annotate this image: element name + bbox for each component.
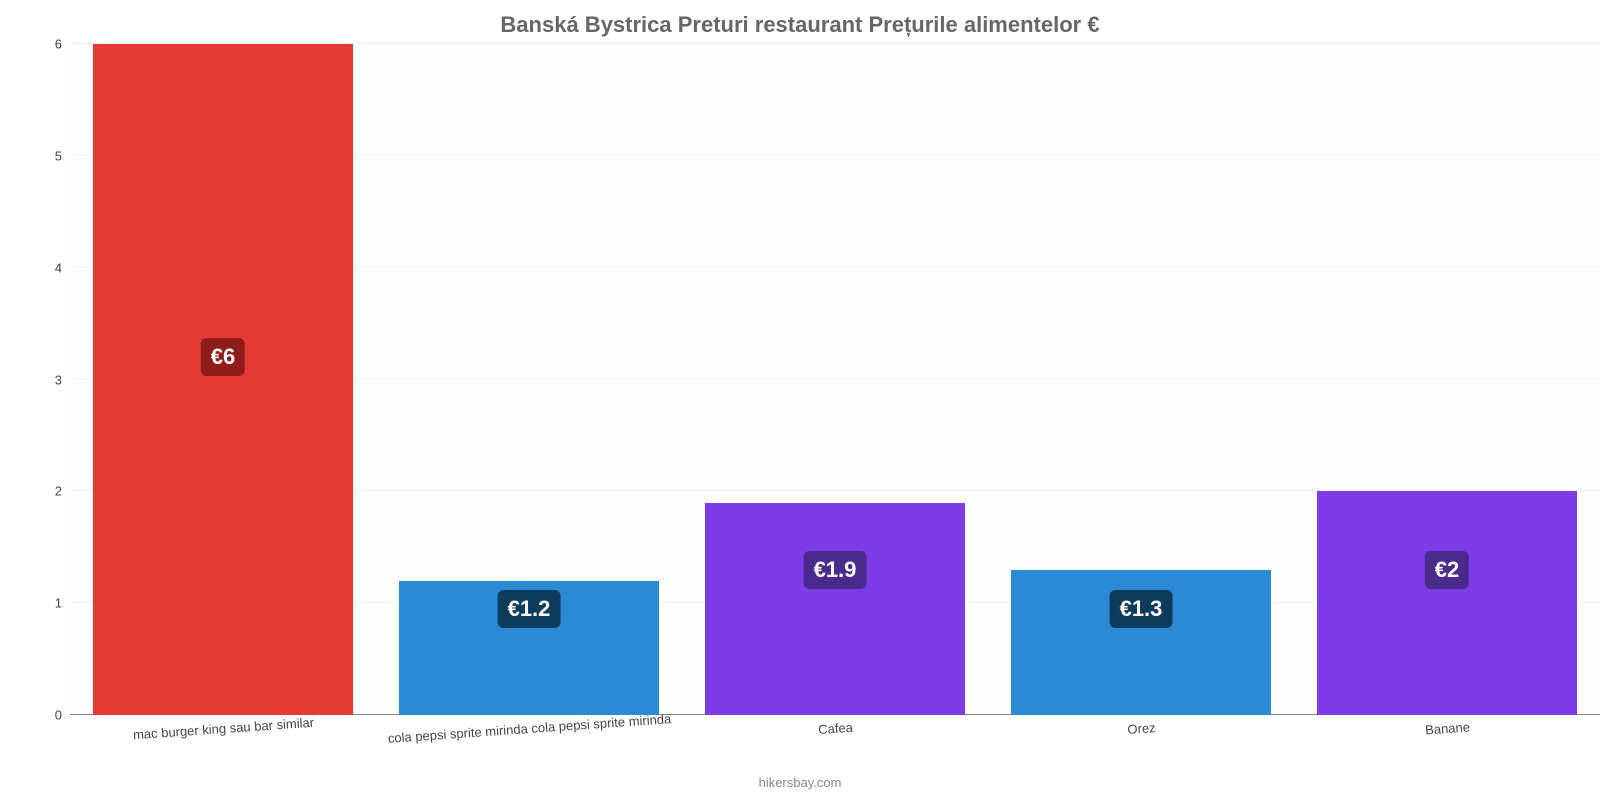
x-axis: mac burger king sau bar similarcola peps… (70, 715, 1600, 775)
y-axis: 0123456 (0, 44, 70, 715)
plot-area: €6 €1.2 €1.9 €1.3 €2 (70, 44, 1600, 715)
bar (705, 503, 965, 715)
y-tick-label: 6 (55, 37, 62, 52)
x-tick-label: Cafea (818, 720, 854, 737)
chart-title: Banská Bystrica Preturi restaurant Prețu… (0, 0, 1600, 44)
bar-value-label: €6 (201, 338, 245, 376)
y-tick-label: 2 (55, 484, 62, 499)
source-label: hikersbay.com (0, 775, 1600, 800)
x-tick-label: cola pepsi sprite mirinda cola pepsi spr… (387, 711, 671, 746)
bar-value-label: €1.3 (1110, 590, 1173, 628)
bar-value-label: €2 (1425, 551, 1469, 589)
bar-value-label: €1.2 (498, 590, 561, 628)
y-tick-label: 0 (55, 708, 62, 723)
x-tick-label: Orez (1127, 720, 1156, 737)
price-bar-chart: Banská Bystrica Preturi restaurant Prețu… (0, 0, 1600, 800)
x-tick-label: Banane (1425, 719, 1471, 737)
y-tick-label: 4 (55, 260, 62, 275)
y-tick-label: 1 (55, 596, 62, 611)
bar (1317, 491, 1577, 715)
y-tick-label: 3 (55, 372, 62, 387)
plot-row: 0123456 €6€1.2€1.9€1.3€2 (0, 44, 1600, 715)
bar (93, 44, 353, 715)
x-tick-label: mac burger king sau bar similar (133, 715, 315, 743)
y-tick-label: 5 (55, 148, 62, 163)
bar-value-label: €1.9 (804, 551, 867, 589)
